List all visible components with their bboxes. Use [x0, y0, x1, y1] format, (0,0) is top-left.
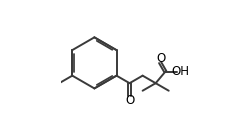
Text: O: O	[155, 52, 165, 65]
Text: O: O	[124, 94, 134, 107]
Text: OH: OH	[171, 65, 188, 78]
